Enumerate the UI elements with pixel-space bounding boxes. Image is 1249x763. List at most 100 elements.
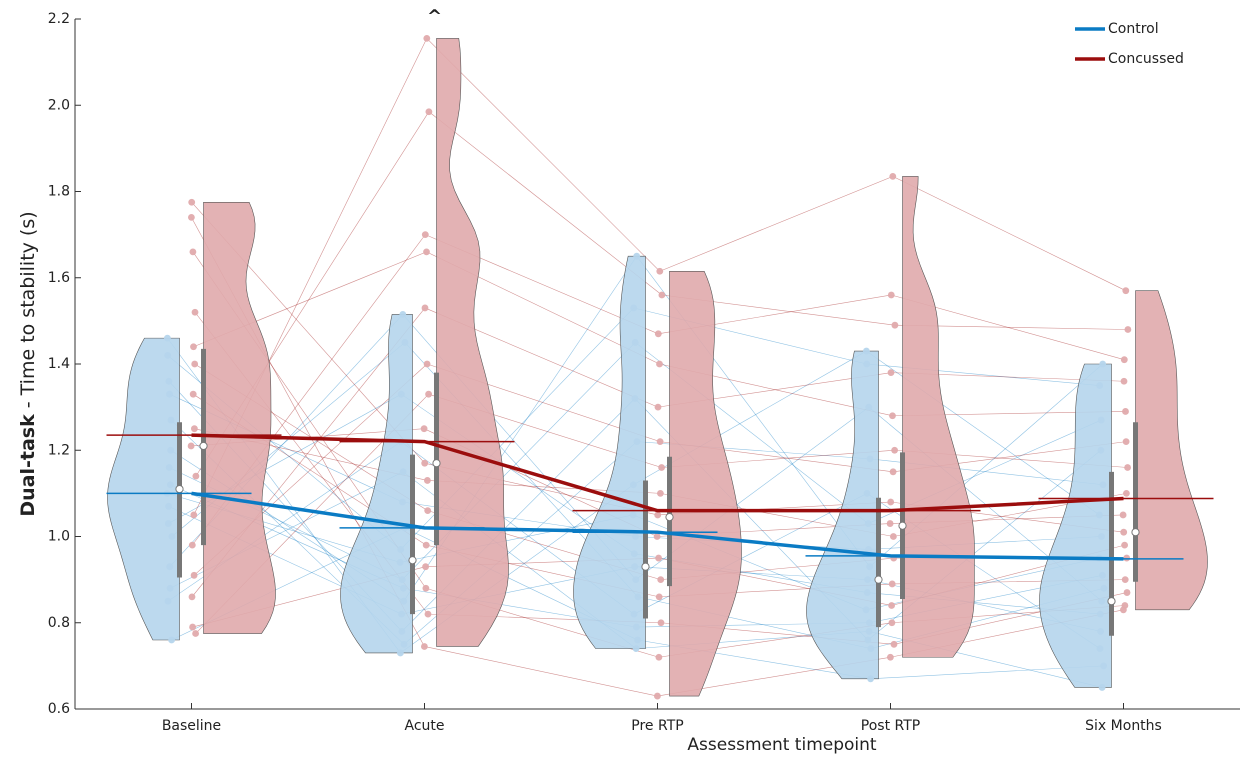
data-point xyxy=(887,369,895,377)
data-point xyxy=(396,558,404,566)
data-point xyxy=(654,330,662,338)
data-point xyxy=(891,446,898,454)
data-point xyxy=(658,464,665,471)
data-point xyxy=(634,593,642,601)
data-point xyxy=(891,321,899,329)
x-tick-label: Pre RTP xyxy=(631,718,683,734)
data-point xyxy=(167,446,175,454)
violin xyxy=(1135,290,1208,611)
data-point xyxy=(1098,684,1106,691)
data-point xyxy=(192,630,200,637)
violin xyxy=(203,201,276,634)
data-point xyxy=(164,597,172,605)
data-point xyxy=(167,416,175,424)
data-point xyxy=(401,339,409,346)
data-point xyxy=(191,360,199,368)
data-point xyxy=(400,640,408,648)
data-point xyxy=(888,580,896,588)
data-point xyxy=(189,390,197,398)
data-point xyxy=(633,252,641,260)
data-point xyxy=(629,511,637,519)
y-tick-label: 0.8 xyxy=(48,615,70,631)
data-point xyxy=(423,248,430,256)
data-point xyxy=(887,291,895,299)
data-point xyxy=(889,173,897,180)
data-point xyxy=(631,395,639,402)
data-point xyxy=(864,636,872,644)
data-point xyxy=(866,619,873,627)
data-point xyxy=(887,653,894,661)
data-point xyxy=(420,425,428,433)
y-tick-label: 1.0 xyxy=(48,529,70,545)
data-point xyxy=(398,610,405,618)
data-point xyxy=(888,619,896,627)
data-point xyxy=(167,481,174,489)
data-point xyxy=(1124,464,1131,471)
data-point xyxy=(190,511,198,519)
data-point xyxy=(168,533,176,540)
data-point xyxy=(887,498,895,506)
data-point xyxy=(632,645,640,653)
median xyxy=(432,459,441,468)
data-point xyxy=(399,468,407,476)
data-point xyxy=(421,304,429,312)
data-point xyxy=(421,643,428,650)
data-point xyxy=(862,606,870,614)
data-point xyxy=(655,653,663,661)
mean-line xyxy=(191,433,1124,513)
data-point xyxy=(863,589,871,596)
x-tick-label: Baseline xyxy=(162,718,221,734)
data-point xyxy=(630,481,637,489)
data-point xyxy=(1096,610,1104,618)
data-point xyxy=(189,248,197,256)
data-point xyxy=(632,533,639,540)
data-point xyxy=(657,576,665,584)
data-point xyxy=(866,563,874,571)
data-point xyxy=(631,339,639,346)
median xyxy=(1107,597,1116,606)
data-point xyxy=(423,35,431,42)
data-point xyxy=(863,360,871,368)
subject-line xyxy=(866,363,1100,386)
data-point xyxy=(398,627,406,635)
data-point xyxy=(166,584,174,592)
data-point xyxy=(632,576,640,584)
data-point xyxy=(165,502,173,510)
legend-label: Concussed xyxy=(1108,51,1184,67)
data-point xyxy=(1100,662,1107,670)
data-point xyxy=(1122,438,1130,446)
data-point xyxy=(1120,606,1127,614)
annotation: ^ xyxy=(427,6,442,27)
data-point xyxy=(863,347,870,355)
median xyxy=(641,562,650,571)
data-point xyxy=(1096,511,1103,519)
data-point xyxy=(164,334,171,342)
data-point xyxy=(397,546,405,553)
data-point xyxy=(657,619,665,627)
data-point xyxy=(164,520,172,527)
data-point xyxy=(188,198,196,206)
data-point xyxy=(1097,627,1104,635)
violin xyxy=(1039,363,1112,688)
data-point xyxy=(888,602,895,609)
median xyxy=(175,484,184,494)
data-point xyxy=(630,550,638,558)
subject-line xyxy=(892,176,1126,291)
y-tick-label: 2.2 xyxy=(48,11,70,27)
data-point xyxy=(630,304,638,312)
data-point xyxy=(654,511,662,519)
mean-line xyxy=(191,491,1124,561)
y-tick-label: 1.6 xyxy=(48,270,70,286)
data-point xyxy=(188,593,196,601)
data-point xyxy=(655,554,662,562)
data-point xyxy=(421,459,429,467)
data-point xyxy=(634,636,641,644)
data-point xyxy=(1120,377,1128,385)
data-point xyxy=(630,610,638,618)
data-point xyxy=(1097,446,1105,454)
data-point xyxy=(1122,287,1130,295)
median xyxy=(408,556,417,565)
y-tick-label: 2.0 xyxy=(48,97,70,113)
data-point xyxy=(188,541,196,549)
